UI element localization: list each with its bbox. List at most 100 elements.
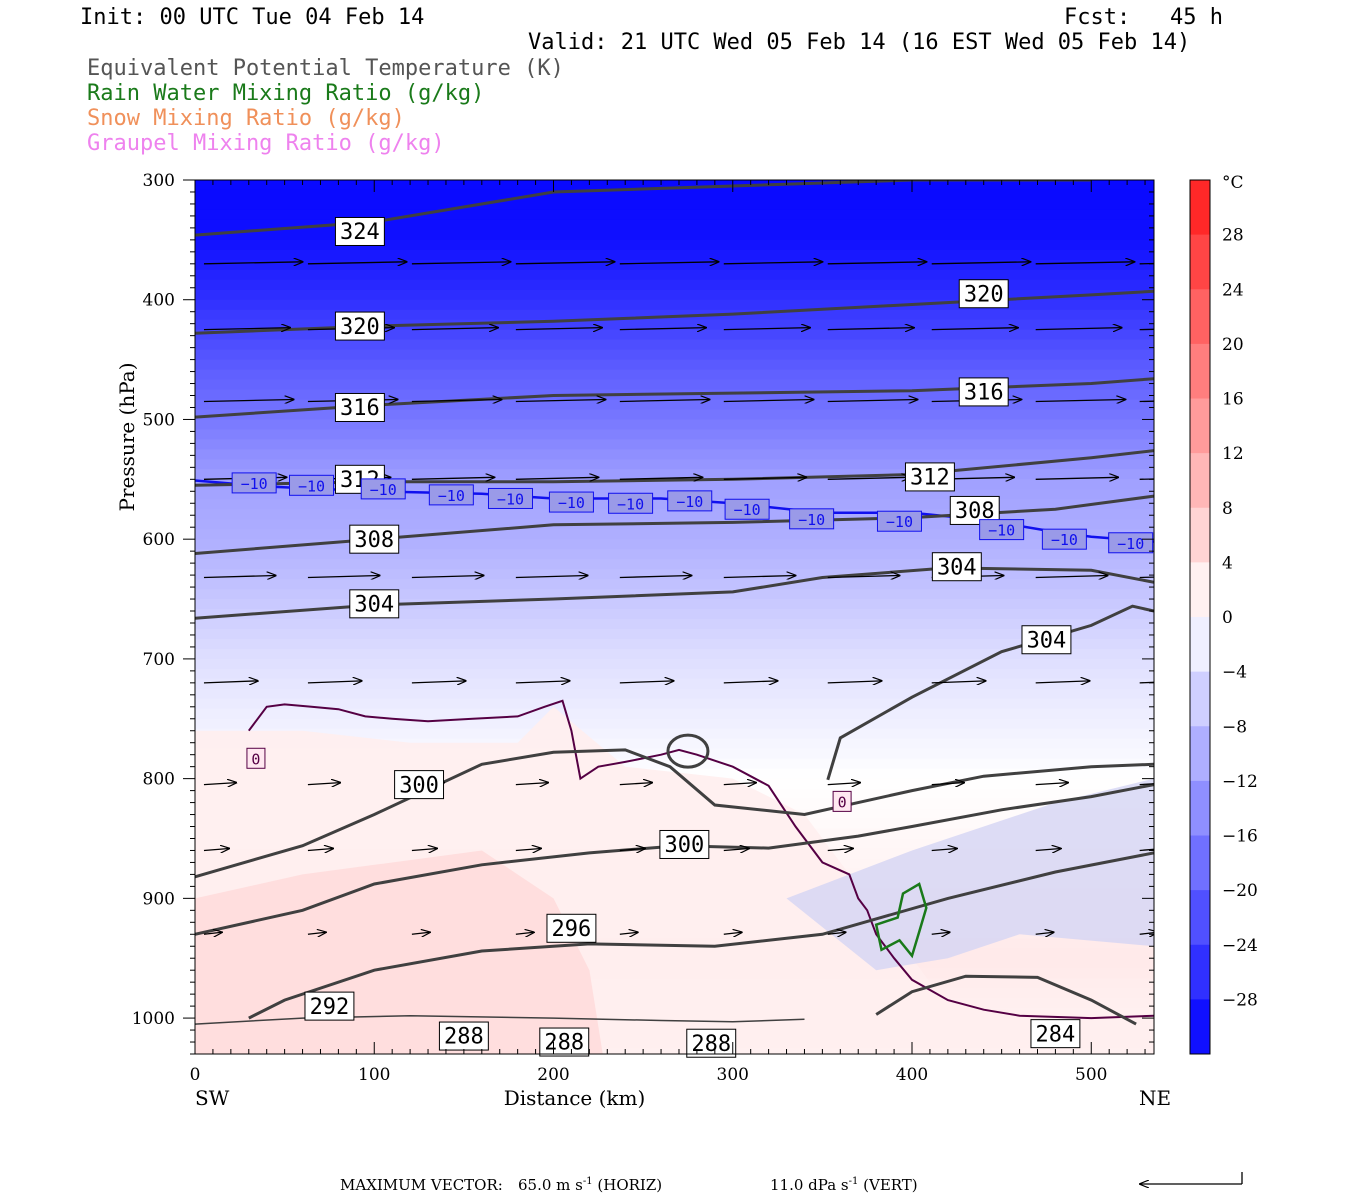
wind-vector — [307, 575, 380, 577]
temperature-band — [195, 399, 1154, 411]
colorbar-segment — [1190, 617, 1210, 673]
wind-vector — [827, 328, 914, 330]
temperature-band — [195, 319, 1154, 331]
isotherm-minus10-text: −10 — [798, 511, 825, 529]
colorbar-segment — [1190, 999, 1210, 1055]
wind-vector — [931, 932, 950, 934]
temperature-band — [195, 219, 1154, 231]
field-label-graupel: Graupel Mixing Ratio (g/kg) — [87, 131, 445, 156]
colorbar-tick-label: 24 — [1222, 280, 1244, 300]
wind-vector — [827, 575, 900, 577]
temperature-band — [195, 409, 1154, 421]
colorbar-tick-label: −28 — [1222, 990, 1258, 1010]
theta-e-label-box — [334, 392, 385, 422]
temperature-band — [195, 349, 1154, 361]
isotherm-minus10-label: −10 — [1041, 528, 1087, 550]
x-tick-label: 300 — [717, 1065, 749, 1085]
wind-vector — [619, 575, 692, 577]
theta-e-label-box — [958, 279, 1009, 309]
temperature-band — [195, 678, 1154, 690]
theta-e-label-box — [686, 1028, 737, 1058]
wind-vector — [723, 399, 814, 401]
temperature-band — [195, 549, 1154, 560]
wind-vector — [827, 681, 882, 683]
isotherm-minus10-label: −10 — [487, 487, 533, 509]
theta-e-label: 304 — [1021, 625, 1072, 655]
wind-vector — [411, 575, 484, 577]
wind-vector — [619, 477, 702, 479]
wind-vector — [1035, 477, 1118, 479]
temperature-band — [195, 539, 1154, 550]
temperature-band — [195, 579, 1154, 590]
wind-vector — [307, 848, 333, 850]
warm-core — [195, 850, 603, 1054]
wind-vector — [1035, 848, 1061, 850]
wind-vector — [827, 783, 860, 785]
theta-e-label-text: 292 — [310, 995, 350, 1020]
temperature-band — [195, 668, 1154, 680]
colorbar-tick-label: 12 — [1222, 444, 1244, 464]
colorbar-tick-label: −12 — [1222, 772, 1258, 792]
wind-vector — [411, 848, 437, 850]
x-tick-label: 100 — [358, 1065, 390, 1085]
isotherm-minus10-label: −10 — [876, 510, 922, 532]
temperature-band — [195, 529, 1154, 540]
colorbar-segment — [1190, 780, 1210, 836]
theta-e-label: 320 — [334, 311, 385, 341]
wind-vector — [515, 681, 570, 683]
isotherm-minus10-label: −10 — [360, 478, 406, 500]
temperature-band — [195, 628, 1154, 640]
y-tick-label: 400 — [143, 291, 175, 311]
wind-vector — [1139, 681, 1154, 684]
wind-vector — [1035, 262, 1135, 264]
isotherm-minus10-text: −10 — [734, 501, 761, 519]
theta-e-label: 304 — [931, 552, 982, 582]
colorbar-unit: °C — [1222, 173, 1244, 193]
isotherm-minus10-text: −10 — [497, 490, 524, 508]
isotherm-minus10-label: −10 — [789, 508, 835, 530]
theta-e-label: 300 — [394, 770, 445, 800]
wind-vector — [1035, 575, 1108, 577]
colorbar-tick-label: −4 — [1222, 663, 1247, 683]
theta-e-label-box — [539, 1027, 590, 1057]
temperature-band — [195, 239, 1154, 251]
theta-e-label: 288 — [686, 1028, 737, 1058]
wind-vector — [723, 477, 806, 479]
wind-vector — [619, 399, 710, 401]
temperature-band — [195, 229, 1154, 241]
wind-vector — [619, 932, 638, 934]
x-axis-label: Distance (km) — [504, 1086, 646, 1110]
isotherm-0 — [247, 699, 1154, 1020]
colorbar-tick-label: 0 — [1222, 608, 1233, 628]
temperature-band — [195, 259, 1154, 271]
wind-vector — [827, 399, 918, 401]
theta-e-label: 316 — [334, 392, 385, 422]
temperature-band — [195, 279, 1154, 291]
temperature-band — [195, 359, 1154, 371]
temperature-band — [195, 698, 1154, 710]
wind-vector — [203, 399, 294, 401]
theta-e-label-box — [546, 913, 597, 943]
y-tick-label: 300 — [143, 171, 175, 191]
isotherm-0-box — [832, 790, 852, 812]
wind-vector — [307, 262, 407, 264]
x-tick-label: 200 — [537, 1065, 569, 1085]
wind-vector — [203, 932, 222, 934]
y-tick-label: 600 — [143, 530, 175, 550]
temperature-band — [195, 738, 1154, 750]
wind-vector — [931, 262, 1031, 264]
isotherm-minus10-text: −10 — [370, 481, 397, 499]
theta-e-label: 300 — [659, 829, 710, 859]
temperature-band — [195, 299, 1154, 311]
temperature-band — [195, 180, 1154, 191]
colorbar-segment — [1190, 343, 1210, 399]
temperature-band — [195, 339, 1154, 351]
colorbar-frame — [1189, 179, 1211, 1055]
rain-water-line — [874, 882, 928, 959]
temperature-band — [195, 658, 1154, 670]
wind-vector — [931, 681, 986, 683]
isotherm-minus10-label: −10 — [608, 492, 654, 514]
theta-e-label-text: 300 — [664, 833, 704, 858]
temperature-band — [195, 728, 1154, 740]
theta-e-label-box — [349, 589, 400, 619]
